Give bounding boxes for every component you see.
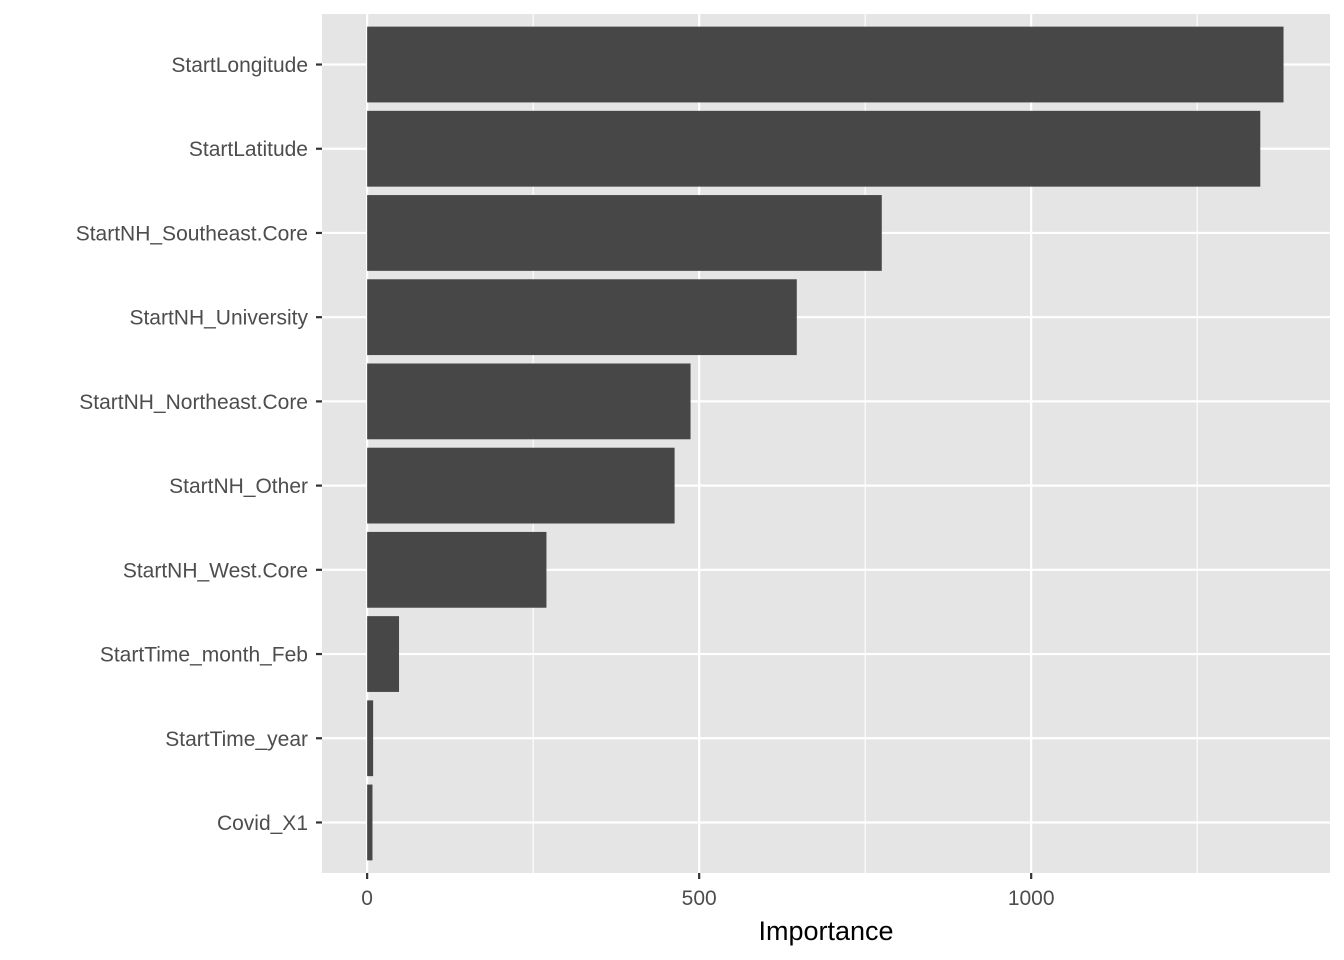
y-tick-label: StartTime_year bbox=[165, 728, 308, 751]
y-axis: StartLongitude StartLatitude StartNH_South… bbox=[76, 54, 322, 835]
x-tick-label: 0 bbox=[361, 887, 373, 910]
y-tick-label: StartNH_Other bbox=[169, 475, 308, 498]
bar bbox=[367, 110, 1261, 187]
bar bbox=[367, 616, 400, 692]
y-tick-label: StartTime_month_Feb bbox=[100, 644, 308, 667]
y-tick-label: StartNH_Northeast.Core bbox=[79, 391, 308, 414]
bar bbox=[367, 363, 691, 440]
x-tick-label: 500 bbox=[682, 887, 717, 910]
bar bbox=[367, 447, 675, 524]
y-tick-label: StartLatitude bbox=[189, 138, 308, 161]
bar bbox=[367, 279, 797, 356]
y-tick-label: StartNH_University bbox=[129, 307, 308, 330]
y-tick-label: StartNH_West.Core bbox=[123, 559, 308, 582]
bar bbox=[367, 700, 374, 777]
x-axis-title: Importance bbox=[758, 916, 893, 946]
y-tick-label: StartNH_Southeast.Core bbox=[76, 222, 308, 245]
bar bbox=[367, 26, 1284, 103]
bar bbox=[367, 195, 882, 271]
bar bbox=[367, 784, 373, 861]
y-tick-label: Covid_X1 bbox=[217, 812, 308, 835]
x-axis: 0 500 1000 bbox=[361, 873, 1055, 910]
bar bbox=[367, 531, 547, 608]
bars bbox=[367, 26, 1284, 861]
x-tick-label: 1000 bbox=[1008, 887, 1055, 910]
y-tick-label: StartLongitude bbox=[171, 54, 308, 77]
